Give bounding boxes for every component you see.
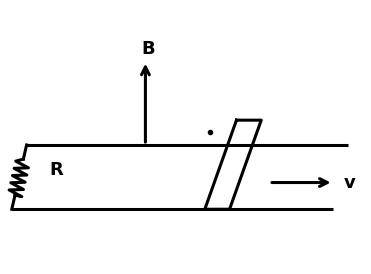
Text: v: v: [344, 173, 355, 192]
Text: B: B: [142, 40, 155, 58]
Text: R: R: [49, 161, 63, 179]
